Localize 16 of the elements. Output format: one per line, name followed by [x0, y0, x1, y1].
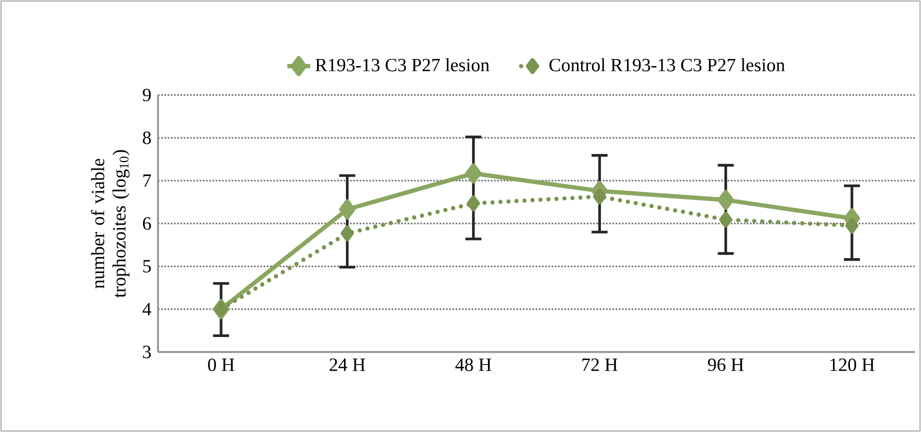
x-tick-label: 120 H — [830, 358, 874, 372]
x-tick-label: 24 H — [330, 358, 366, 371]
y-axis-title: number of viable trophozoites (log$_{10}$) — [90, 150, 130, 298]
y-tick-label: 4 — [142, 303, 152, 316]
y-tick-label: 3 — [143, 346, 151, 358]
y-tick-label: 7 — [143, 174, 151, 187]
y-tick-label: 6 — [142, 217, 151, 230]
y-tick-label: 8 — [142, 132, 151, 144]
x-tick-label: 48 H — [455, 358, 492, 372]
y-tick-label: 9 — [142, 88, 151, 102]
x-tick-label: 0 H — [208, 358, 234, 372]
x-tick-label: 96 H — [708, 358, 744, 372]
legend-label: Control R193-13 C3 P27 lesion — [549, 58, 785, 72]
legend-label: R193-13 C3 P27 lesion — [315, 58, 490, 72]
x-tick-label: 72 H — [582, 358, 618, 371]
y-tick-label: 5 — [143, 260, 151, 273]
